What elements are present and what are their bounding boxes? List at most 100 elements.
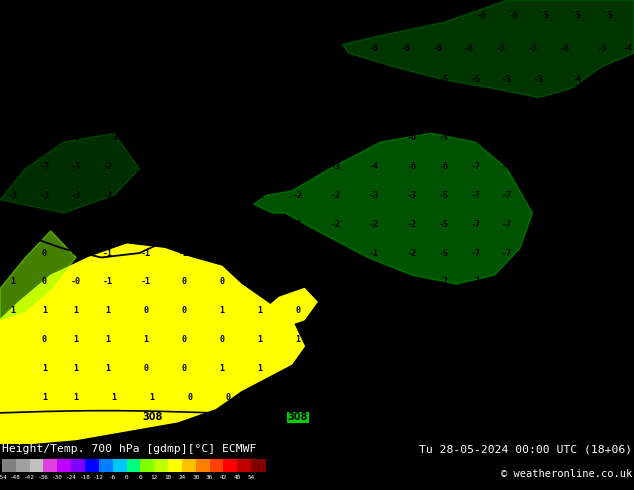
Text: © weatheronline.co.uk: © weatheronline.co.uk xyxy=(501,469,632,479)
Text: -5: -5 xyxy=(8,44,18,53)
Text: -4: -4 xyxy=(483,104,493,113)
Text: -3: -3 xyxy=(470,335,481,344)
Text: -5: -5 xyxy=(439,133,449,142)
Text: 0: 0 xyxy=(219,335,224,344)
Text: -1: -1 xyxy=(141,220,151,229)
Text: -5: -5 xyxy=(572,11,582,20)
Text: -6: -6 xyxy=(508,11,519,20)
Text: -5: -5 xyxy=(470,364,481,373)
Text: -1: -1 xyxy=(179,162,189,171)
Text: -6: -6 xyxy=(356,104,366,113)
Text: -1: -1 xyxy=(369,335,379,344)
Text: -3: -3 xyxy=(39,191,49,200)
Text: -2: -2 xyxy=(369,220,379,229)
Bar xyxy=(168,459,183,472)
Text: 0: 0 xyxy=(143,364,148,373)
Text: 308: 308 xyxy=(288,412,308,422)
Text: 0: 0 xyxy=(143,306,148,315)
Text: Height/Temp. 700 hPa [gdmp][°C] ECMWF: Height/Temp. 700 hPa [gdmp][°C] ECMWF xyxy=(2,444,256,454)
Text: 0: 0 xyxy=(333,335,339,344)
Text: -1: -1 xyxy=(179,248,189,258)
Text: 1: 1 xyxy=(74,364,79,373)
Text: -5: -5 xyxy=(46,44,56,53)
Polygon shape xyxy=(0,244,304,444)
Text: -6: -6 xyxy=(375,11,385,20)
Text: -4: -4 xyxy=(179,44,189,53)
Text: -3: -3 xyxy=(71,133,81,142)
Text: -7: -7 xyxy=(578,364,588,373)
Text: 0: 0 xyxy=(219,248,224,258)
Text: 308: 308 xyxy=(142,412,162,422)
Text: -2: -2 xyxy=(141,162,151,171)
Text: -6: -6 xyxy=(401,44,411,53)
Text: 24: 24 xyxy=(178,475,186,480)
Text: -2: -2 xyxy=(255,162,265,171)
Text: -6: -6 xyxy=(261,75,271,84)
Text: 0: 0 xyxy=(264,393,269,402)
Text: 0: 0 xyxy=(181,364,186,373)
Text: -5: -5 xyxy=(217,75,227,84)
Text: -4: -4 xyxy=(134,11,145,20)
Text: 0: 0 xyxy=(257,248,262,258)
Text: -4: -4 xyxy=(369,162,379,171)
Text: -3: -3 xyxy=(223,133,233,142)
Text: -5: -5 xyxy=(604,11,614,20)
Text: -7: -7 xyxy=(470,162,481,171)
Text: 1: 1 xyxy=(105,364,110,373)
Text: -7: -7 xyxy=(540,277,550,286)
Text: -1: -1 xyxy=(8,248,18,258)
Bar xyxy=(127,459,141,472)
Text: -7: -7 xyxy=(540,248,550,258)
Text: 0: 0 xyxy=(42,277,47,286)
Text: -3: -3 xyxy=(71,162,81,171)
Text: -5: -5 xyxy=(8,11,18,20)
Text: -2: -2 xyxy=(439,335,449,344)
Text: -3: -3 xyxy=(413,393,424,402)
Text: -0: -0 xyxy=(217,220,227,229)
Text: -7: -7 xyxy=(502,306,512,315)
Text: -1: -1 xyxy=(141,248,151,258)
Text: -4: -4 xyxy=(623,44,633,53)
Bar xyxy=(237,459,252,472)
Text: -4: -4 xyxy=(84,104,94,113)
Text: -18: -18 xyxy=(79,475,91,480)
Text: -2: -2 xyxy=(293,191,303,200)
Text: -5: -5 xyxy=(470,133,481,142)
Text: 1: 1 xyxy=(219,306,224,315)
Text: 1: 1 xyxy=(257,364,262,373)
Text: -1: -1 xyxy=(331,277,341,286)
Text: -1: -1 xyxy=(103,277,113,286)
Text: -30: -30 xyxy=(52,475,63,480)
Text: -1: -1 xyxy=(369,364,379,373)
Text: -7: -7 xyxy=(578,191,588,200)
Text: -12: -12 xyxy=(93,475,104,480)
Text: -42: -42 xyxy=(24,475,35,480)
Text: -6: -6 xyxy=(477,11,487,20)
Text: 1: 1 xyxy=(143,335,148,344)
Bar xyxy=(57,459,72,472)
Text: 1: 1 xyxy=(257,306,262,315)
Text: -4: -4 xyxy=(90,44,100,53)
Bar xyxy=(16,459,30,472)
Text: 0: 0 xyxy=(257,277,262,286)
Text: -7: -7 xyxy=(470,220,481,229)
Text: -0: -0 xyxy=(71,248,81,258)
Text: -5: -5 xyxy=(439,75,449,84)
Text: -7: -7 xyxy=(502,220,512,229)
Bar xyxy=(113,459,127,472)
Text: -7: -7 xyxy=(578,306,588,315)
Bar xyxy=(99,459,113,472)
Text: -5: -5 xyxy=(8,104,18,113)
Text: 0: 0 xyxy=(181,277,186,286)
Text: 36: 36 xyxy=(206,475,213,480)
Text: 0: 0 xyxy=(188,393,193,402)
Text: -1: -1 xyxy=(331,364,341,373)
Text: 0: 0 xyxy=(295,306,301,315)
Text: -5: -5 xyxy=(293,11,303,20)
Text: -2: -2 xyxy=(185,133,195,142)
Text: 1: 1 xyxy=(295,335,301,344)
Text: -5: -5 xyxy=(255,11,265,20)
Text: -5: -5 xyxy=(451,104,462,113)
Text: -4: -4 xyxy=(128,75,138,84)
Text: -5: -5 xyxy=(439,191,449,200)
